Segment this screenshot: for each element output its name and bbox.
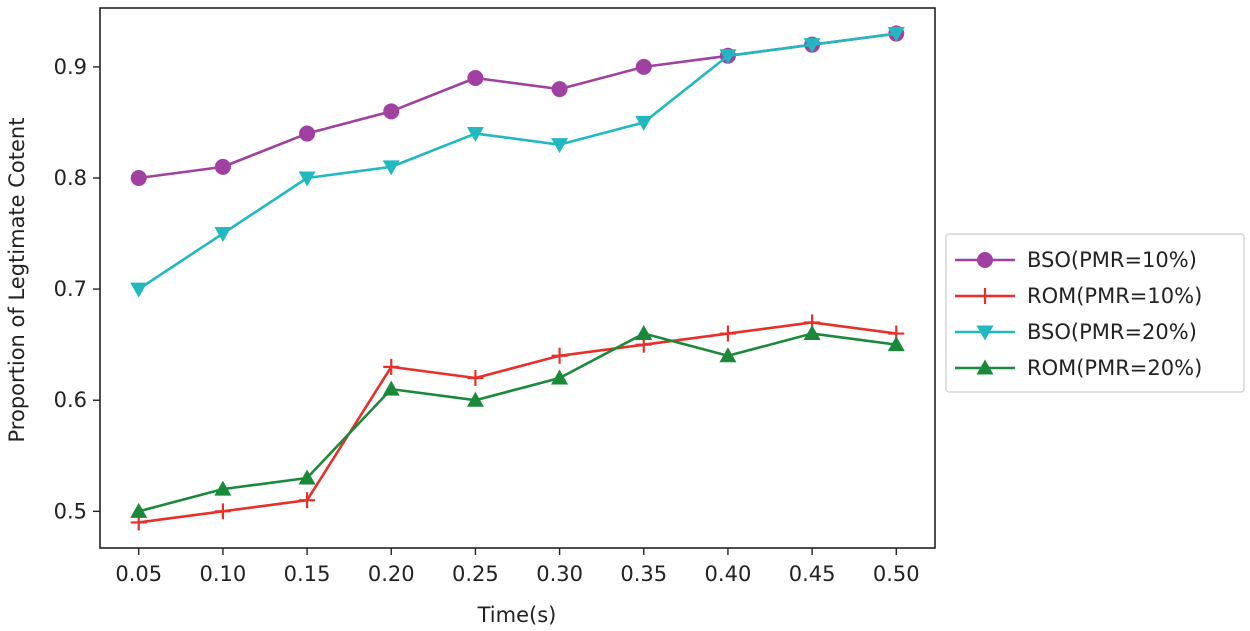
data-point xyxy=(298,469,316,485)
legend-marker xyxy=(976,359,994,375)
data-point xyxy=(214,503,231,520)
data-point xyxy=(299,492,316,509)
x-tick-label: 0.05 xyxy=(115,562,162,586)
legend-label: BSO(PMR=10%) xyxy=(1027,248,1197,272)
legend-marker xyxy=(976,325,994,341)
data-point xyxy=(214,480,232,496)
x-tick-label: 0.40 xyxy=(705,562,752,586)
legend-marker xyxy=(977,252,993,268)
data-point xyxy=(466,391,484,407)
series-line xyxy=(138,32,897,291)
data-point xyxy=(887,27,905,43)
legend-item: ROM(PMR=10%) xyxy=(955,284,1202,308)
series-1 xyxy=(130,25,905,186)
legend-label: ROM(PMR=10%) xyxy=(1027,284,1202,308)
data-point xyxy=(214,227,232,243)
legend-frame xyxy=(945,233,1245,393)
x-tick-label: 0.15 xyxy=(284,562,331,586)
data-point xyxy=(130,502,148,518)
x-tick-label: 0.45 xyxy=(789,562,836,586)
data-point xyxy=(214,158,231,175)
series-line xyxy=(138,32,897,180)
x-tick-label: 0.30 xyxy=(536,562,583,586)
series-4 xyxy=(130,325,905,518)
data-point xyxy=(551,347,568,364)
data-point xyxy=(551,138,569,154)
data-point xyxy=(298,171,316,187)
data-point xyxy=(551,369,569,385)
data-point xyxy=(635,325,653,341)
data-point xyxy=(467,370,484,386)
y-tick-label: 0.5 xyxy=(54,499,87,523)
x-tick-label: 0.10 xyxy=(200,562,247,586)
x-tick-label: 0.50 xyxy=(873,562,920,586)
legend-item: ROM(PMR=20%) xyxy=(955,356,1202,380)
legend-label: BSO(PMR=20%) xyxy=(1027,320,1197,344)
data-point xyxy=(299,125,316,142)
x-tick-label: 0.20 xyxy=(368,562,415,586)
series-2 xyxy=(130,314,905,531)
y-tick-label: 0.8 xyxy=(54,166,87,190)
data-point xyxy=(803,38,821,54)
x-tick-label: 0.25 xyxy=(452,562,499,586)
data-point xyxy=(719,325,736,342)
data-point xyxy=(803,325,821,341)
data-point xyxy=(383,103,400,120)
legend: BSO(PMR=10%) ROM(PMR=10%) BSO(PMR=20%) ROM(… xyxy=(945,233,1245,393)
data-point xyxy=(382,380,400,396)
y-tick-label: 0.6 xyxy=(54,388,87,412)
y-axis-label: Proportion of Legtimate Cotent xyxy=(5,118,29,443)
series-layer xyxy=(130,25,905,531)
data-point xyxy=(383,358,400,375)
x-axis-label: Time(s) xyxy=(477,603,557,627)
data-point xyxy=(130,170,147,186)
legend-label: ROM(PMR=20%) xyxy=(1027,356,1202,380)
y-tick-label: 0.9 xyxy=(54,55,87,79)
data-point xyxy=(130,282,148,298)
data-point xyxy=(635,115,653,131)
legend-marker xyxy=(977,288,993,304)
data-point xyxy=(382,160,400,176)
legend-item: BSO(PMR=20%) xyxy=(955,320,1197,344)
x-tick-label: 0.35 xyxy=(620,562,667,586)
series-line xyxy=(138,332,897,513)
series-3 xyxy=(130,27,905,298)
y-tick-label: 0.7 xyxy=(54,277,87,301)
x-axis: 0.05 0.10 0.15 0.20 0.25 0.30 0.35 0.40 0.45 0.50 xyxy=(115,548,920,586)
data-point xyxy=(719,49,737,65)
y-axis: 0.5 0.6 0.7 0.8 0.9 xyxy=(54,55,100,523)
legend-item: BSO(PMR=10%) xyxy=(955,248,1197,272)
data-point xyxy=(635,58,652,75)
data-point xyxy=(466,127,484,143)
plot-frame xyxy=(99,7,936,549)
data-point xyxy=(467,70,484,86)
data-point xyxy=(887,336,905,352)
data-point xyxy=(551,81,568,98)
data-point xyxy=(719,347,737,363)
series-line xyxy=(138,321,897,524)
